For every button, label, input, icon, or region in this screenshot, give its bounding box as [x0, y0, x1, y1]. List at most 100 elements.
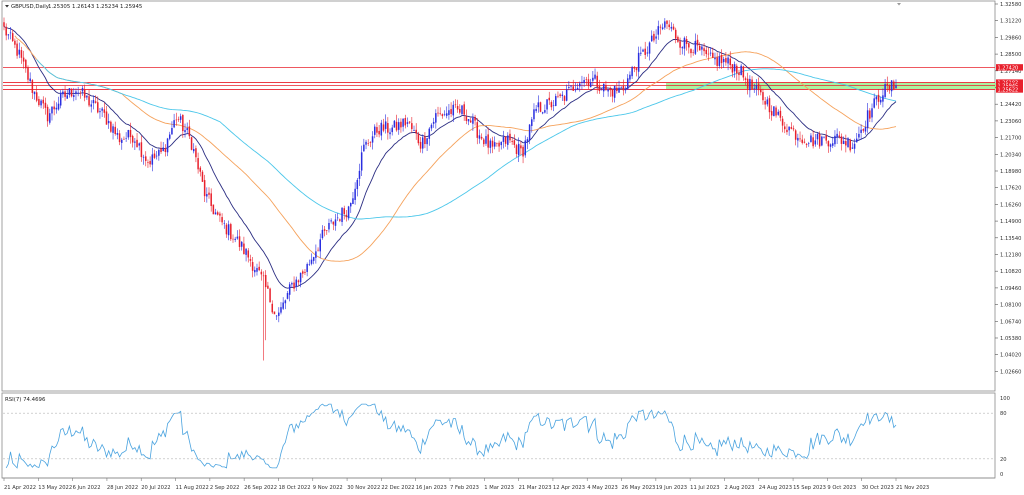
candle-body: [683, 37, 686, 49]
candle-body: [770, 111, 773, 116]
candle-body: [738, 72, 740, 76]
candle-body: [391, 127, 393, 133]
candle-body: [441, 114, 444, 117]
candle-body: [794, 130, 797, 140]
candle-body: [629, 74, 631, 80]
price-tick-label: 1.18980: [1000, 169, 1021, 175]
candle-body: [293, 282, 295, 289]
candle-body: [613, 85, 616, 98]
time-tick-label: 11 Aug 2022: [176, 485, 209, 491]
candle-body: [579, 83, 581, 87]
candle-body: [112, 126, 114, 133]
candle-body: [88, 96, 90, 106]
candle-body: [240, 241, 243, 247]
candle-body: [853, 143, 856, 149]
price-tick-label: 1.08100: [1000, 303, 1021, 309]
candle-body: [319, 239, 321, 252]
candle-body: [192, 149, 195, 152]
candle-body: [818, 134, 821, 147]
candle-body: [40, 100, 42, 106]
candle-body: [249, 259, 252, 261]
candle-body: [90, 104, 92, 107]
candle-body: [642, 49, 644, 52]
candle-body: [70, 88, 73, 97]
candle-body: [356, 179, 359, 190]
candle-body: [725, 58, 727, 63]
candle-body: [507, 135, 509, 145]
candle-body: [27, 67, 29, 80]
candle-body: [517, 143, 520, 156]
candle-body: [485, 136, 487, 144]
candle-body: [546, 99, 548, 110]
candle-body: [692, 52, 694, 54]
candle-body: [618, 87, 620, 93]
candle-body: [297, 280, 300, 283]
candle-body: [345, 214, 348, 218]
candle-body: [251, 262, 254, 271]
candle-body: [203, 180, 206, 197]
time-tick-label: 26 Sep 2022: [244, 485, 277, 491]
symbol-dropdown-icon[interactable]: [5, 5, 9, 8]
time-tick-label: 20 Jul 2022: [141, 485, 170, 491]
candle-body: [866, 110, 869, 129]
candle-body: [572, 86, 574, 91]
candle-body: [14, 40, 16, 45]
candle-body: [184, 130, 186, 133]
candle-body: [753, 88, 756, 90]
candle-body: [583, 79, 585, 84]
moving-averages: [3, 26, 897, 289]
candle-body: [786, 129, 788, 133]
candle-body: [722, 58, 725, 63]
time-tick-label: 9 Oct 2023: [827, 485, 856, 491]
candle-body: [400, 121, 402, 128]
candle-body: [531, 119, 533, 126]
candle-body: [7, 34, 10, 36]
candle-body: [668, 24, 670, 28]
candle-body: [182, 115, 184, 132]
candle-body: [282, 302, 284, 309]
candle-body: [129, 129, 132, 138]
candle-body: [635, 68, 638, 71]
candle-body: [454, 104, 457, 106]
price-tag: [996, 64, 1023, 71]
price-tag: [996, 82, 1023, 89]
candle-body: [317, 249, 319, 251]
candle-body: [171, 128, 173, 135]
candle-body: [862, 129, 865, 131]
candle-body: [260, 271, 263, 275]
candle-body: [882, 95, 884, 102]
candle-body: [648, 42, 651, 54]
candle-body: [341, 207, 343, 222]
candle-body: [199, 167, 202, 172]
candle-body: [452, 104, 455, 116]
candle-body: [177, 119, 180, 120]
candle-body: [326, 230, 328, 231]
scroll-marker-icon[interactable]: [897, 3, 901, 6]
candle-body: [151, 154, 154, 165]
candle-body: [509, 133, 511, 141]
candle-body: [291, 283, 293, 285]
price-tick-label: 1.13540: [1000, 236, 1021, 242]
candle-body: [489, 140, 492, 148]
candle-body: [295, 279, 298, 287]
candle-body: [134, 141, 136, 143]
rsi-tick-label: 0: [1000, 472, 1003, 478]
price-tick-label: 1.05380: [1000, 336, 1021, 342]
candle-body: [155, 155, 158, 157]
candle-body: [125, 138, 127, 139]
price-tick-label: 1.32580: [1000, 2, 1021, 8]
candle-body: [550, 102, 553, 108]
candle-body: [703, 48, 705, 52]
candle-body: [210, 193, 212, 207]
candle-body: [504, 136, 507, 144]
candle-body: [664, 21, 666, 28]
time-tick-label: 13 May 2022: [38, 485, 72, 491]
candle-body: [339, 219, 341, 221]
candle-body: [275, 315, 278, 317]
candle-body: [419, 141, 422, 149]
candle-body: [245, 248, 247, 255]
candle-body: [849, 139, 851, 151]
candle-body: [864, 127, 867, 132]
moving-average-line: [14, 35, 897, 262]
candle-body: [121, 139, 123, 143]
